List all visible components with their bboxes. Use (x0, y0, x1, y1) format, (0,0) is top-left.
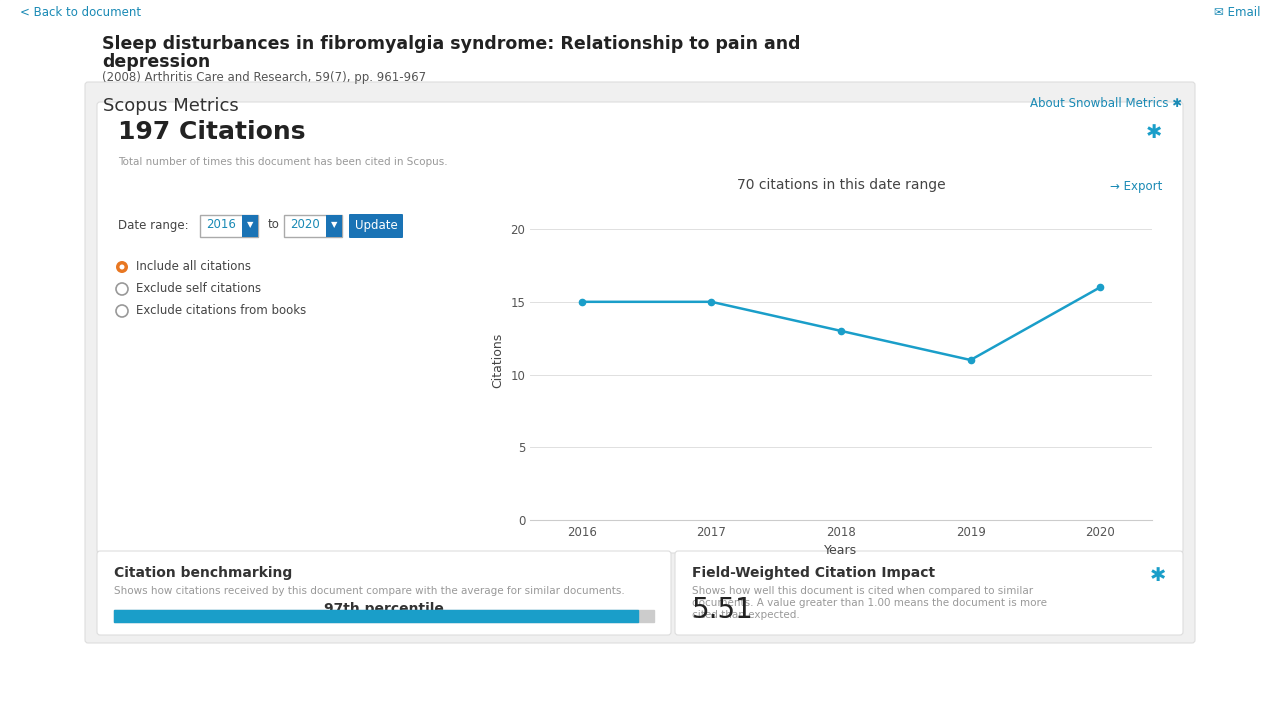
Text: ▼: ▼ (247, 220, 253, 230)
Text: ✱: ✱ (1146, 123, 1162, 142)
Text: Date range:: Date range: (118, 218, 188, 232)
Text: ▼: ▼ (330, 220, 337, 230)
Text: to: to (268, 218, 280, 232)
Bar (242, 215, 259, 237)
Text: 97th percentile: 97th percentile (324, 602, 444, 616)
Circle shape (116, 261, 128, 273)
Bar (326, 215, 342, 237)
Text: depression: depression (102, 53, 210, 71)
Text: Exclude citations from books: Exclude citations from books (136, 305, 306, 318)
Text: Shows how citations received by this document compare with the average for simil: Shows how citations received by this doc… (114, 586, 625, 596)
Text: ✉ Email: ✉ Email (1213, 6, 1260, 19)
Bar (114, 610, 637, 622)
Text: < Back to document: < Back to document (20, 6, 141, 19)
FancyBboxPatch shape (97, 551, 671, 635)
Text: 2020: 2020 (291, 218, 320, 232)
Text: (2008) Arthritis Care and Research, 59(7), pp. 961-967: (2008) Arthritis Care and Research, 59(7… (102, 71, 426, 84)
Title: 70 citations in this date range: 70 citations in this date range (737, 178, 946, 192)
FancyBboxPatch shape (675, 551, 1183, 635)
Text: ✱: ✱ (1149, 566, 1166, 585)
Circle shape (116, 283, 128, 295)
Circle shape (119, 264, 124, 269)
Bar (0, 0, 1280, 25)
Text: → Export: → Export (1110, 180, 1162, 193)
Text: 5.51: 5.51 (692, 596, 754, 624)
X-axis label: Years: Years (824, 544, 858, 557)
Text: documents. A value greater than 1.00 means the document is more: documents. A value greater than 1.00 mea… (692, 598, 1047, 608)
Bar (200, 215, 259, 237)
Text: Scopus Metrics: Scopus Metrics (102, 97, 239, 115)
Y-axis label: Citations: Citations (492, 333, 504, 387)
Text: cited than expected.: cited than expected. (692, 610, 800, 620)
Text: Include all citations: Include all citations (136, 261, 251, 274)
Text: Field-Weighted Citation Impact: Field-Weighted Citation Impact (692, 566, 936, 580)
Text: Sleep disturbances in fibromyalgia syndrome: Relationship to pain and: Sleep disturbances in fibromyalgia syndr… (102, 35, 800, 53)
Text: About Snowball Metrics ✱: About Snowball Metrics ✱ (1030, 97, 1181, 110)
Text: Exclude self citations: Exclude self citations (136, 282, 261, 295)
FancyBboxPatch shape (84, 82, 1196, 643)
Bar (114, 610, 654, 622)
FancyBboxPatch shape (97, 102, 1183, 553)
Text: Update: Update (355, 218, 397, 232)
Text: 2016: 2016 (206, 218, 236, 232)
Bar (284, 215, 342, 237)
Text: Citation benchmarking: Citation benchmarking (114, 566, 292, 580)
FancyBboxPatch shape (349, 214, 403, 238)
Text: Shows how well this document is cited when compared to similar: Shows how well this document is cited wh… (692, 586, 1033, 596)
Text: Total number of times this document has been cited in Scopus.: Total number of times this document has … (118, 157, 448, 167)
Circle shape (116, 305, 128, 317)
Text: 197 Citations: 197 Citations (118, 120, 306, 144)
